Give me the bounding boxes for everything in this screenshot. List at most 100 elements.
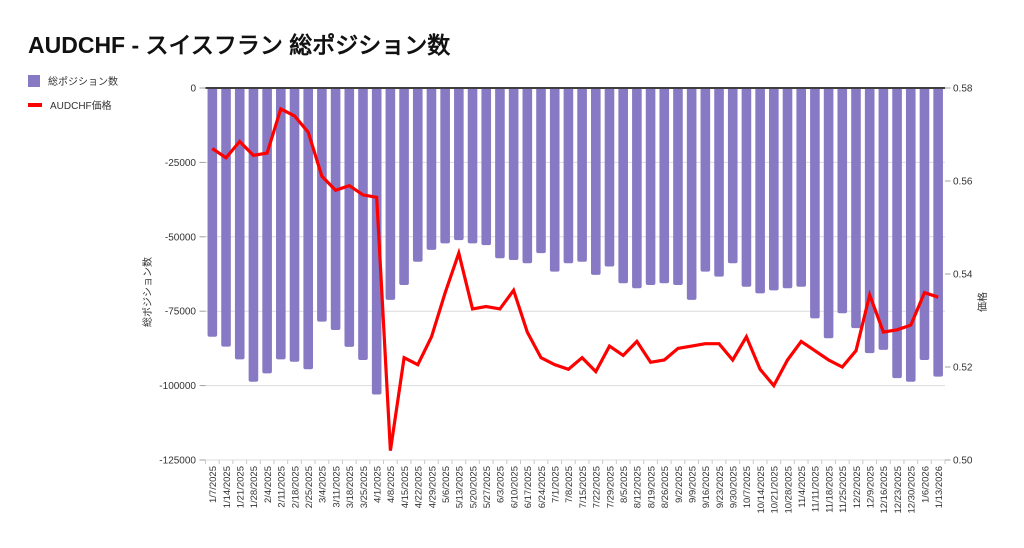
position-bar[interactable]	[262, 88, 272, 374]
position-bar[interactable]	[481, 88, 492, 246]
position-bar[interactable]	[454, 88, 464, 241]
position-bar[interactable]	[810, 88, 820, 319]
x-axis-label: 7/15/2025	[578, 466, 589, 508]
position-bar[interactable]	[933, 88, 943, 377]
chart-title: AUDCHF - スイスフラン 総ポジション数	[28, 32, 451, 58]
bar-series-swatch-icon	[28, 74, 40, 87]
x-axis-label: 1/28/2025	[249, 466, 260, 508]
position-bar[interactable]	[823, 88, 834, 339]
position-bar[interactable]	[741, 88, 752, 287]
position-bar[interactable]	[248, 88, 259, 382]
position-bar[interactable]	[782, 88, 793, 289]
right-axis-tick-label: 0.56	[953, 177, 973, 188]
x-axis-label: 3/4/2025	[318, 466, 329, 503]
position-bar[interactable]	[769, 88, 779, 291]
position-bar[interactable]	[645, 88, 656, 286]
x-axis-label: 7/22/2025	[592, 466, 603, 508]
x-axis-label: 9/16/2025	[701, 466, 712, 508]
position-bar[interactable]	[358, 88, 368, 361]
position-bar[interactable]	[289, 88, 300, 362]
x-axis-label: 9/30/2025	[729, 466, 740, 508]
position-bar[interactable]	[399, 88, 409, 286]
position-bar[interactable]	[508, 88, 519, 261]
right-axis-tick-label: 0.58	[953, 84, 973, 95]
chart-legend: 総ポジション数 AUDCHF価格	[28, 73, 118, 112]
position-bar[interactable]	[344, 88, 355, 347]
x-axis-label: 9/23/2025	[715, 466, 726, 508]
position-bar[interactable]	[440, 88, 450, 244]
x-axis-label: 2/4/2025	[263, 466, 274, 503]
x-axis-label: 5/6/2025	[441, 466, 452, 503]
x-axis-label: 5/20/2025	[468, 466, 479, 508]
x-axis-label: 11/18/2025	[824, 466, 835, 513]
x-axis-label: 5/27/2025	[482, 466, 493, 508]
x-axis-label: 7/1/2025	[551, 466, 562, 503]
position-bar[interactable]	[536, 88, 546, 254]
position-bar[interactable]	[590, 88, 601, 275]
position-bar[interactable]	[727, 88, 738, 264]
position-bar[interactable]	[317, 88, 327, 322]
x-axis-label: 9/2/2025	[674, 466, 685, 503]
position-bar[interactable]	[549, 88, 560, 272]
position-bar[interactable]	[577, 88, 587, 262]
left-axis-tick-label: -100000	[159, 381, 196, 392]
position-bar[interactable]	[632, 88, 642, 289]
x-axis-label: 1/6/2026	[920, 466, 931, 503]
position-bar[interactable]	[796, 88, 807, 287]
position-bar[interactable]	[276, 88, 286, 360]
x-axis-label: 6/10/2025	[509, 466, 520, 508]
x-axis-label: 3/18/2025	[345, 466, 356, 508]
x-axis-label: 9/9/2025	[687, 466, 698, 503]
position-bar[interactable]	[714, 88, 724, 277]
position-bar[interactable]	[234, 88, 245, 360]
x-axis-label: 12/23/2025	[893, 466, 904, 514]
position-bar[interactable]	[303, 88, 314, 370]
legend-label-total-positions: 総ポジション数	[48, 77, 118, 88]
position-bar[interactable]	[467, 88, 478, 244]
x-axis-label: 1/14/2025	[222, 466, 233, 508]
position-bar[interactable]	[919, 88, 930, 361]
position-bar[interactable]	[618, 88, 628, 284]
legend-item-audchf-price[interactable]: AUDCHF価格	[28, 97, 118, 112]
position-bar[interactable]	[755, 88, 765, 294]
left-axis-title: 総ポジション数	[141, 257, 154, 327]
x-axis-label: 4/29/2025	[427, 466, 438, 508]
position-bar[interactable]	[426, 88, 437, 250]
position-bar[interactable]	[385, 88, 396, 300]
x-axis-label: 4/22/2025	[414, 466, 425, 508]
position-bar[interactable]	[851, 88, 861, 329]
position-bar[interactable]	[878, 88, 889, 350]
x-axis-label: 7/29/2025	[605, 466, 616, 508]
position-bar[interactable]	[371, 88, 382, 395]
price-line[interactable]	[211, 106, 939, 451]
x-axis-label: 10/14/2025	[756, 466, 767, 514]
legend-item-total-positions[interactable]: 総ポジション数	[28, 73, 118, 88]
x-axis-label: 11/11/2025	[811, 466, 822, 512]
x-axis-label: 2/11/2025	[277, 466, 288, 508]
position-bar[interactable]	[837, 88, 848, 314]
position-bar[interactable]	[495, 88, 505, 259]
right-axis-tick-label: 0.50	[953, 456, 973, 467]
position-bar[interactable]	[700, 88, 711, 272]
left-axis-tick-label: -125000	[159, 456, 196, 467]
x-axis-label: 2/25/2025	[304, 466, 315, 508]
position-bar[interactable]	[604, 88, 615, 267]
x-axis-label: 11/25/2025	[838, 466, 849, 513]
x-axis-label: 6/24/2025	[537, 466, 548, 508]
position-bar[interactable]	[563, 88, 574, 264]
position-bar[interactable]	[864, 88, 875, 354]
position-bar[interactable]	[207, 88, 218, 337]
position-bar[interactable]	[686, 88, 697, 300]
position-bar[interactable]	[221, 88, 231, 347]
position-bar[interactable]	[905, 88, 916, 382]
position-bar[interactable]	[892, 88, 902, 379]
position-bar[interactable]	[412, 88, 423, 262]
position-bar[interactable]	[330, 88, 341, 330]
position-bar[interactable]	[673, 88, 683, 286]
left-axis-tick-label: -75000	[165, 307, 197, 318]
position-bar[interactable]	[659, 88, 670, 284]
position-bar[interactable]	[522, 88, 533, 264]
right-axis-tick-label: 0.52	[953, 363, 973, 374]
